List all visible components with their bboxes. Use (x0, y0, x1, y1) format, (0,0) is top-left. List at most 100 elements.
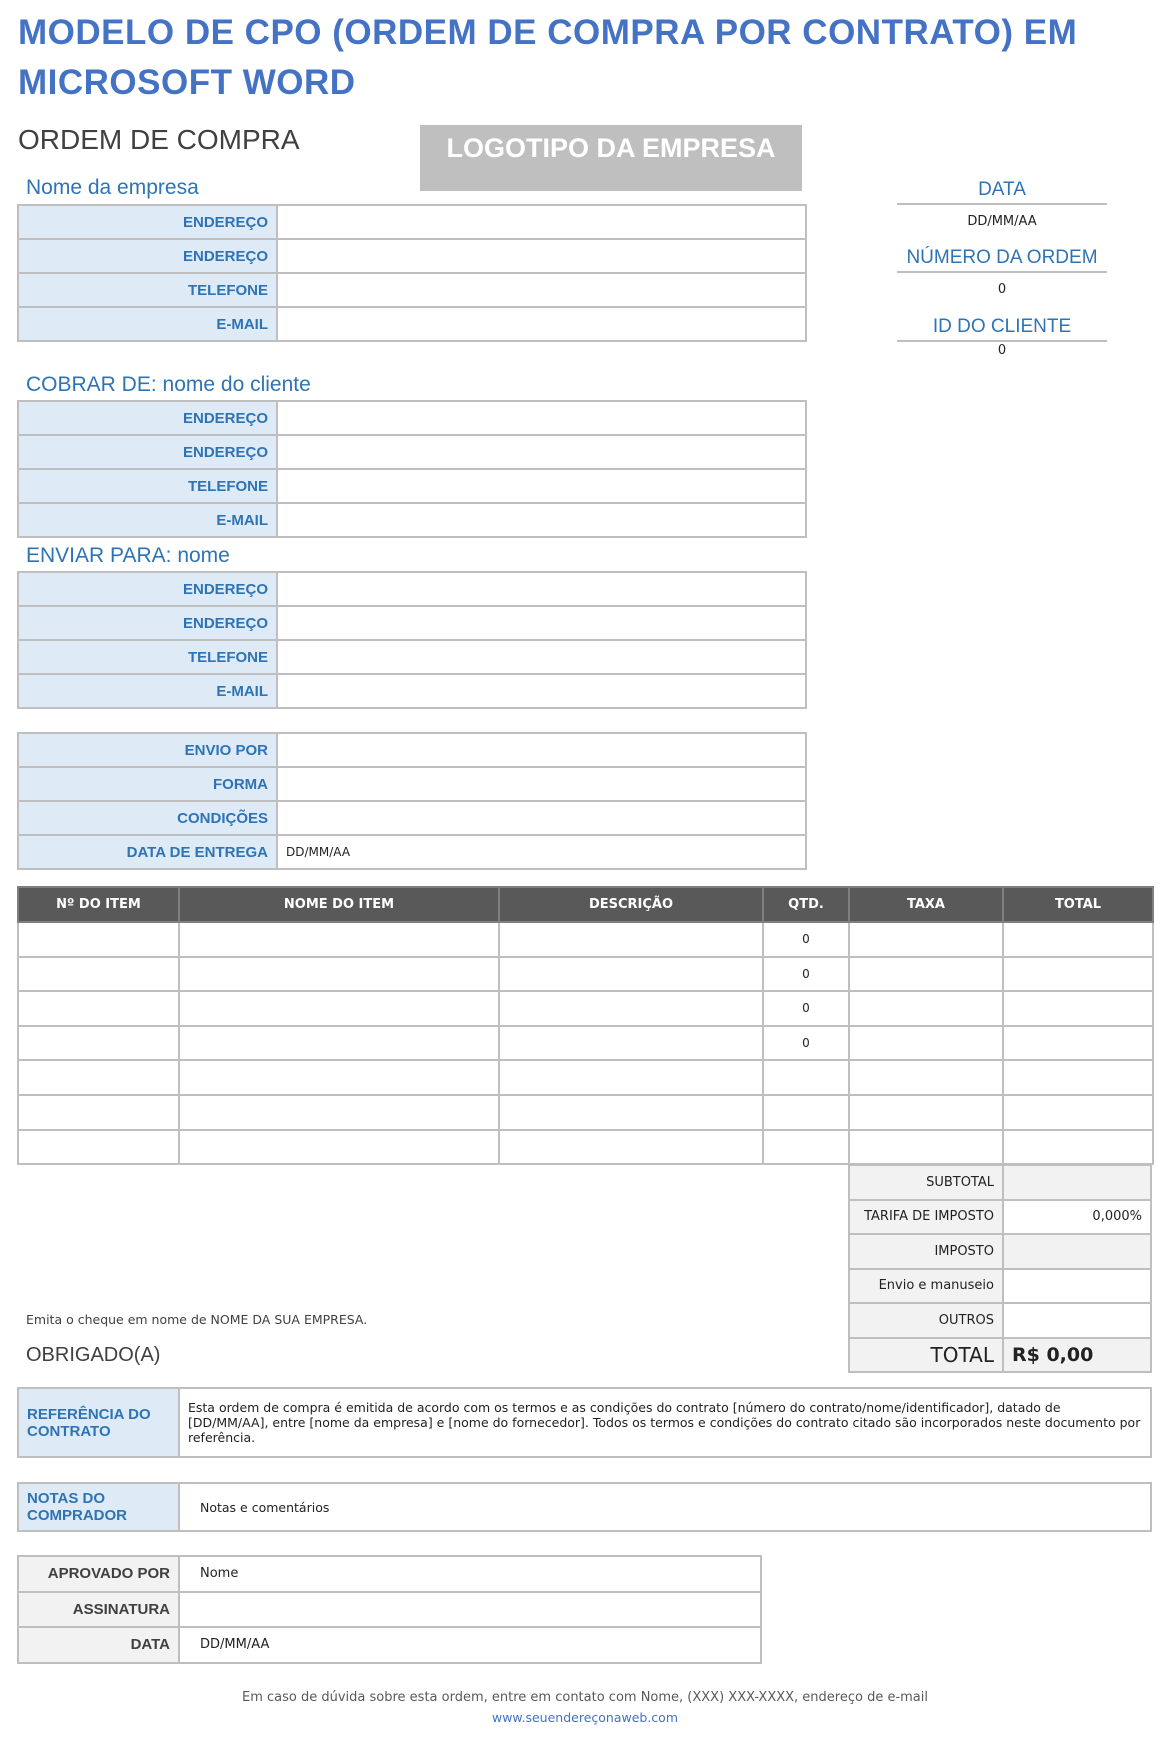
item-cell[interactable] (178, 1024, 500, 1062)
field-input[interactable] (276, 468, 807, 504)
item-cell[interactable] (1002, 1093, 1154, 1131)
item-cell[interactable] (17, 1059, 180, 1096)
item-cell[interactable] (848, 1059, 1004, 1096)
client-id-value[interactable]: 0 (997, 343, 1007, 358)
contract-reference-text[interactable]: Esta ordem de compra é emitida de acordo… (178, 1387, 1152, 1458)
item-cell[interactable] (498, 921, 764, 958)
item-cell[interactable] (178, 1059, 500, 1096)
field-input[interactable] (276, 605, 807, 641)
item-cell[interactable] (498, 1024, 764, 1062)
thanks-text: OBRIGADO(A) (26, 1344, 161, 1366)
info-row: CONDIÇÕES (17, 800, 807, 836)
field-input[interactable] (276, 673, 807, 709)
field-input[interactable] (276, 639, 807, 675)
info-row: ENDEREÇO (17, 238, 807, 274)
totals-label: SUBTOTAL (848, 1164, 1004, 1201)
table-row: 0 (17, 990, 1154, 1027)
field-input[interactable] (276, 272, 807, 308)
field-input[interactable] (276, 732, 807, 768)
item-cell[interactable] (178, 990, 500, 1027)
item-cell[interactable] (17, 921, 180, 958)
item-cell[interactable] (178, 921, 500, 958)
item-cell[interactable] (762, 1059, 850, 1096)
field-label: TELEFONE (17, 468, 278, 504)
approval-value[interactable]: Nome (178, 1555, 762, 1593)
item-cell[interactable] (17, 990, 180, 1027)
item-cell[interactable] (848, 1128, 1004, 1166)
item-cell[interactable] (498, 1128, 764, 1166)
field-input[interactable] (276, 238, 807, 274)
item-cell[interactable] (498, 1059, 764, 1096)
item-cell[interactable] (762, 1093, 850, 1131)
info-row: ENDEREÇO (17, 400, 807, 436)
company-name: Nome da empresa (26, 176, 199, 199)
info-row: TELEFONE (17, 468, 807, 504)
item-cell[interactable] (498, 1093, 764, 1131)
field-input[interactable] (276, 434, 807, 470)
approval-table: APROVADO POR Nome ASSINATURA DATA DD/MM/AA (17, 1555, 762, 1664)
item-cell[interactable] (1002, 1059, 1154, 1096)
item-cell[interactable] (1002, 1024, 1154, 1062)
buyer-notes-label: NOTAS DO COMPRADOR (17, 1482, 180, 1532)
item-cell[interactable] (1002, 921, 1154, 958)
item-cell[interactable] (498, 955, 764, 993)
info-row: ENDEREÇO (17, 605, 807, 641)
approval-label: DATA (17, 1626, 180, 1664)
item-cell[interactable] (178, 955, 500, 993)
item-cell[interactable] (848, 955, 1004, 993)
field-input[interactable] (276, 400, 807, 436)
item-cell[interactable] (498, 990, 764, 1027)
totals-value[interactable] (1002, 1164, 1152, 1201)
field-input[interactable] (276, 502, 807, 538)
item-cell[interactable]: 0 (762, 1024, 850, 1062)
table-row: 0 (17, 955, 1154, 993)
item-cell[interactable] (1002, 990, 1154, 1027)
item-cell[interactable] (17, 1024, 180, 1062)
field-input[interactable] (276, 306, 807, 342)
field-input[interactable] (276, 571, 807, 607)
item-cell[interactable] (17, 1128, 180, 1166)
field-input[interactable] (276, 800, 807, 836)
approval-value[interactable]: DD/MM/AA (178, 1626, 762, 1664)
approval-row: APROVADO POR Nome (17, 1555, 762, 1593)
table-row: 0 (17, 921, 1154, 958)
field-label: CONDIÇÕES (17, 800, 278, 836)
field-input[interactable]: DD/MM/AA (276, 834, 807, 870)
company-logo-placeholder: LOGOTIPO DA EMPRESA (420, 125, 802, 191)
item-cell[interactable] (178, 1093, 500, 1131)
item-cell[interactable] (762, 1128, 850, 1166)
item-cell[interactable] (1002, 955, 1154, 993)
item-cell[interactable] (178, 1128, 500, 1166)
item-cell[interactable] (848, 1093, 1004, 1131)
field-label: FORMA (17, 766, 278, 802)
column-header: TOTAL (1002, 886, 1154, 923)
field-input[interactable] (276, 766, 807, 802)
totals-row: OUTROS (848, 1302, 1152, 1339)
item-cell[interactable] (848, 1024, 1004, 1062)
footer-url[interactable]: www.seuendereçonaweb.com (491, 1710, 679, 1725)
totals-table: SUBTOTAL TARIFA DE IMPOSTO 0,000% IMPOSTO En… (848, 1164, 1152, 1373)
approval-value[interactable] (178, 1590, 762, 1629)
column-header: QTD. (762, 886, 850, 923)
totals-value[interactable]: 0,000% (1002, 1198, 1152, 1235)
item-cell[interactable] (848, 921, 1004, 958)
buyer-notes-text[interactable]: Notas e comentários (178, 1482, 1152, 1532)
item-cell[interactable] (848, 990, 1004, 1027)
item-cell[interactable]: 0 (762, 990, 850, 1027)
order-number-value[interactable]: 0 (997, 282, 1007, 297)
approval-label: APROVADO POR (17, 1555, 180, 1593)
totals-value[interactable] (1002, 1302, 1152, 1339)
contract-reference-table: REFERÊNCIA DO CONTRATO Esta ordem de com… (17, 1387, 1152, 1458)
totals-value[interactable] (1002, 1267, 1152, 1304)
item-cell[interactable] (1002, 1128, 1154, 1166)
purchase-order-heading: ORDEM DE COMPRA (18, 124, 300, 155)
item-cell[interactable]: 0 (762, 955, 850, 993)
item-cell[interactable] (17, 1093, 180, 1131)
info-row: FORMA (17, 766, 807, 802)
date-value[interactable]: DD/MM/AA (967, 214, 1037, 229)
item-cell[interactable] (17, 955, 180, 993)
field-input[interactable] (276, 204, 807, 240)
info-row: E-MAIL (17, 673, 807, 709)
totals-value[interactable] (1002, 1233, 1152, 1270)
item-cell[interactable]: 0 (762, 921, 850, 958)
